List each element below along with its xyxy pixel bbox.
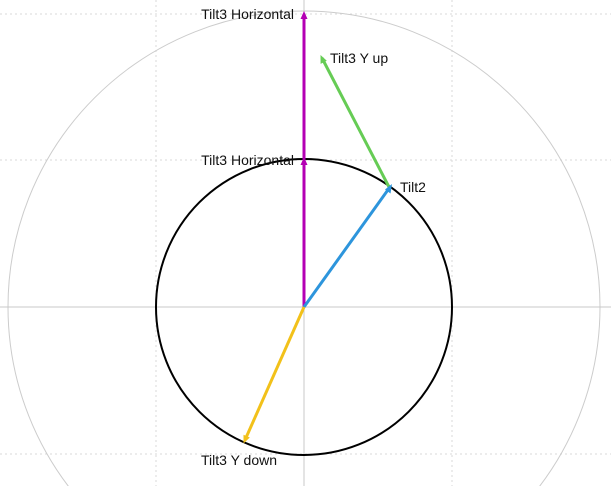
y-down-vector: [243, 306, 306, 441]
label-tilt3-y-up: Tilt3 Y up: [330, 50, 388, 66]
label-tilt3-y-down: Tilt3 Y down: [201, 452, 277, 468]
y-up-vector-arrowhead: [320, 55, 327, 64]
tilt2-vector: [302, 186, 392, 308]
label-tilt2: Tilt2: [400, 179, 426, 195]
y-up-vector: [320, 57, 391, 188]
horizontal-vector-arrowhead-inner: [300, 157, 308, 165]
horizontal-vector-arrowhead-outer: [300, 11, 308, 19]
tilt2-vector-arrowhead: [385, 184, 392, 194]
label-tilt3-horizontal-inner: Tilt3 Horizontal: [201, 152, 294, 168]
label-tilt3-horizontal-outer: Tilt3 Horizontal: [201, 6, 294, 22]
y-down-vector-arrowhead: [243, 434, 250, 444]
